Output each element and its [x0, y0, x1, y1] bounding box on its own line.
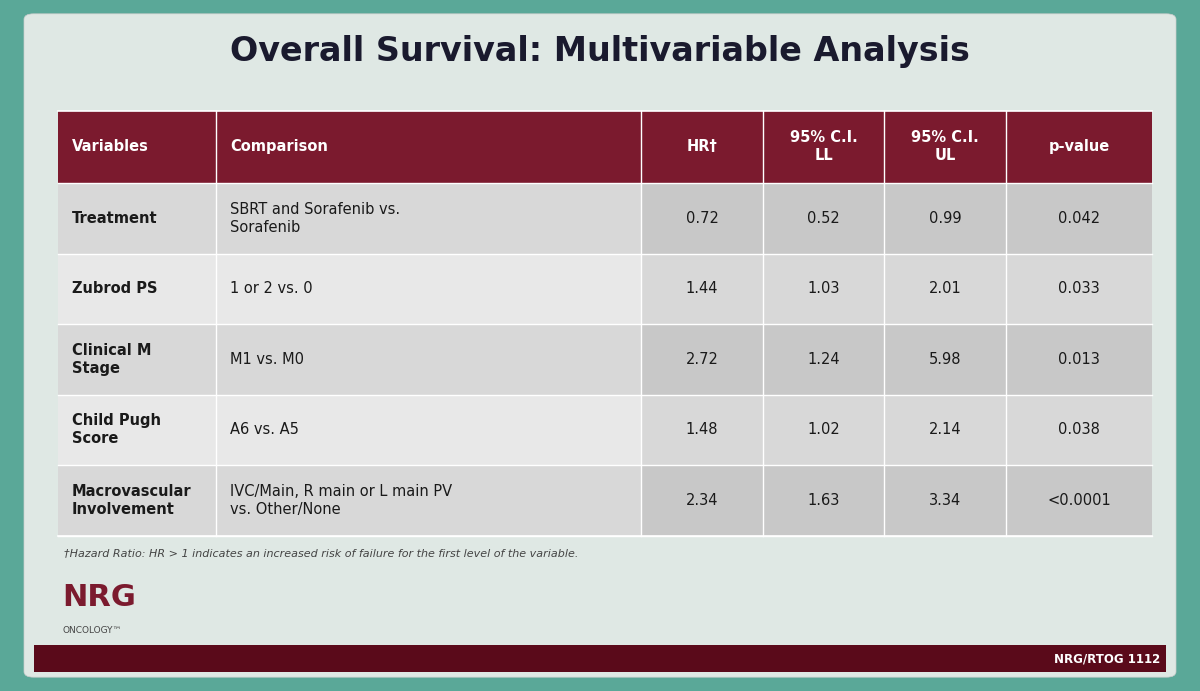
Text: 3.34: 3.34: [929, 493, 961, 508]
Text: 1.63: 1.63: [808, 493, 840, 508]
Text: 2.14: 2.14: [929, 422, 961, 437]
Text: Clinical M
Stage: Clinical M Stage: [72, 343, 151, 376]
Text: 1.48: 1.48: [686, 422, 719, 437]
Text: Overall Survival: Multivariable Analysis: Overall Survival: Multivariable Analysis: [230, 35, 970, 68]
Text: 1 or 2 vs. 0: 1 or 2 vs. 0: [230, 281, 313, 296]
Text: Comparison: Comparison: [230, 140, 328, 154]
FancyBboxPatch shape: [58, 324, 641, 395]
FancyBboxPatch shape: [641, 465, 1152, 536]
Text: 5.98: 5.98: [929, 352, 961, 367]
FancyBboxPatch shape: [58, 254, 641, 324]
FancyBboxPatch shape: [58, 465, 641, 536]
Text: NRG: NRG: [62, 583, 137, 612]
Text: HR†: HR†: [686, 140, 718, 154]
Text: 0.038: 0.038: [1058, 422, 1100, 437]
Text: 95% C.I.
LL: 95% C.I. LL: [790, 131, 858, 163]
FancyBboxPatch shape: [641, 395, 1152, 465]
Text: NRG/RTOG 1112: NRG/RTOG 1112: [1054, 652, 1160, 665]
Text: Child Pugh
Score: Child Pugh Score: [72, 413, 161, 446]
Text: M1 vs. M0: M1 vs. M0: [230, 352, 304, 367]
Text: 0.013: 0.013: [1058, 352, 1100, 367]
Text: 1.02: 1.02: [808, 422, 840, 437]
Text: Treatment: Treatment: [72, 211, 157, 226]
Text: 0.52: 0.52: [808, 211, 840, 226]
Text: 0.042: 0.042: [1058, 211, 1100, 226]
Text: ONCOLOGY™: ONCOLOGY™: [62, 625, 122, 635]
Text: Zubrod PS: Zubrod PS: [72, 281, 157, 296]
Text: A6 vs. A5: A6 vs. A5: [230, 422, 299, 437]
Text: 1.44: 1.44: [686, 281, 719, 296]
Text: p-value: p-value: [1049, 140, 1110, 154]
Text: 0.99: 0.99: [929, 211, 961, 226]
FancyBboxPatch shape: [34, 645, 1166, 672]
Text: 2.34: 2.34: [686, 493, 719, 508]
Text: 1.03: 1.03: [808, 281, 840, 296]
Text: 2.01: 2.01: [929, 281, 961, 296]
Text: 2.72: 2.72: [685, 352, 719, 367]
Text: <0.0001: <0.0001: [1048, 493, 1111, 508]
Text: †Hazard Ratio: HR > 1 indicates an increased risk of failure for the first level: †Hazard Ratio: HR > 1 indicates an incre…: [64, 548, 578, 558]
Text: Macrovascular
Involvement: Macrovascular Involvement: [72, 484, 192, 517]
Text: IVC/Main, R main or L main PV
vs. Other/None: IVC/Main, R main or L main PV vs. Other/…: [230, 484, 452, 517]
Text: Variables: Variables: [72, 140, 149, 154]
Text: 95% C.I.
UL: 95% C.I. UL: [912, 131, 979, 163]
FancyBboxPatch shape: [641, 183, 1152, 254]
FancyBboxPatch shape: [641, 324, 1152, 395]
FancyBboxPatch shape: [641, 254, 1152, 324]
FancyBboxPatch shape: [24, 14, 1176, 677]
FancyBboxPatch shape: [58, 183, 641, 254]
Text: 1.24: 1.24: [808, 352, 840, 367]
Text: SBRT and Sorafenib vs.
Sorafenib: SBRT and Sorafenib vs. Sorafenib: [230, 202, 401, 235]
FancyBboxPatch shape: [58, 111, 1152, 183]
Text: 0.72: 0.72: [685, 211, 719, 226]
Text: 0.033: 0.033: [1058, 281, 1100, 296]
FancyBboxPatch shape: [58, 395, 641, 465]
